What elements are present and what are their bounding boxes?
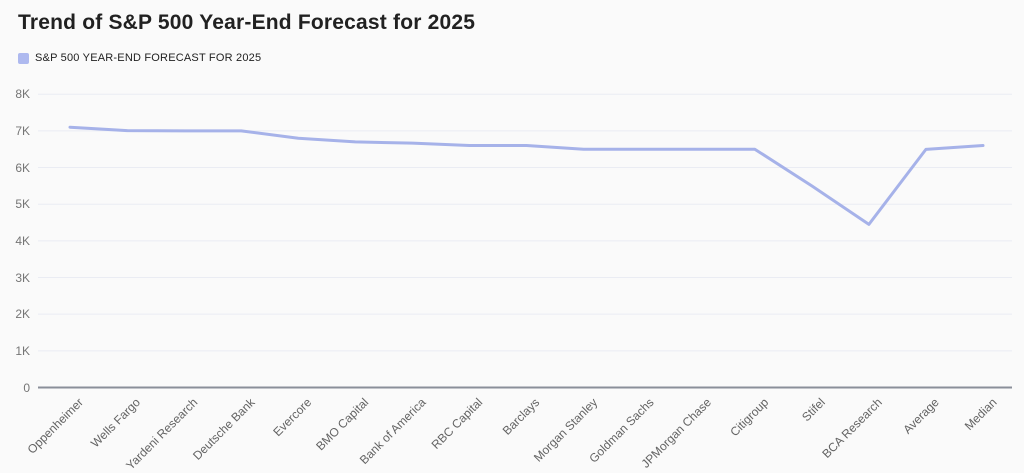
y-axis-tick-label: 6K [15, 160, 30, 175]
chart-title: Trend of S&P 500 Year-End Forecast for 2… [18, 11, 476, 34]
legend: S&P 500 YEAR-END FORECAST FOR 2025 [18, 52, 261, 64]
y-axis-tick-label: 1K [15, 343, 30, 358]
forecast-series-line [68, 125, 985, 226]
y-axis-tick-label: 8K [15, 87, 30, 102]
legend-label: S&P 500 YEAR-END FORECAST FOR 2025 [35, 52, 262, 64]
y-axis-tick-label: 2K [15, 307, 30, 322]
y-axis-tick-label: 7K [15, 123, 30, 138]
y-axis-tick-label: 3K [15, 270, 30, 285]
y-axis-tick-label: 0 [23, 380, 30, 395]
legend-swatch-icon [18, 52, 29, 64]
y-axis-tick-label: 5K [15, 197, 30, 212]
y-axis-tick-label: 4K [15, 233, 30, 248]
